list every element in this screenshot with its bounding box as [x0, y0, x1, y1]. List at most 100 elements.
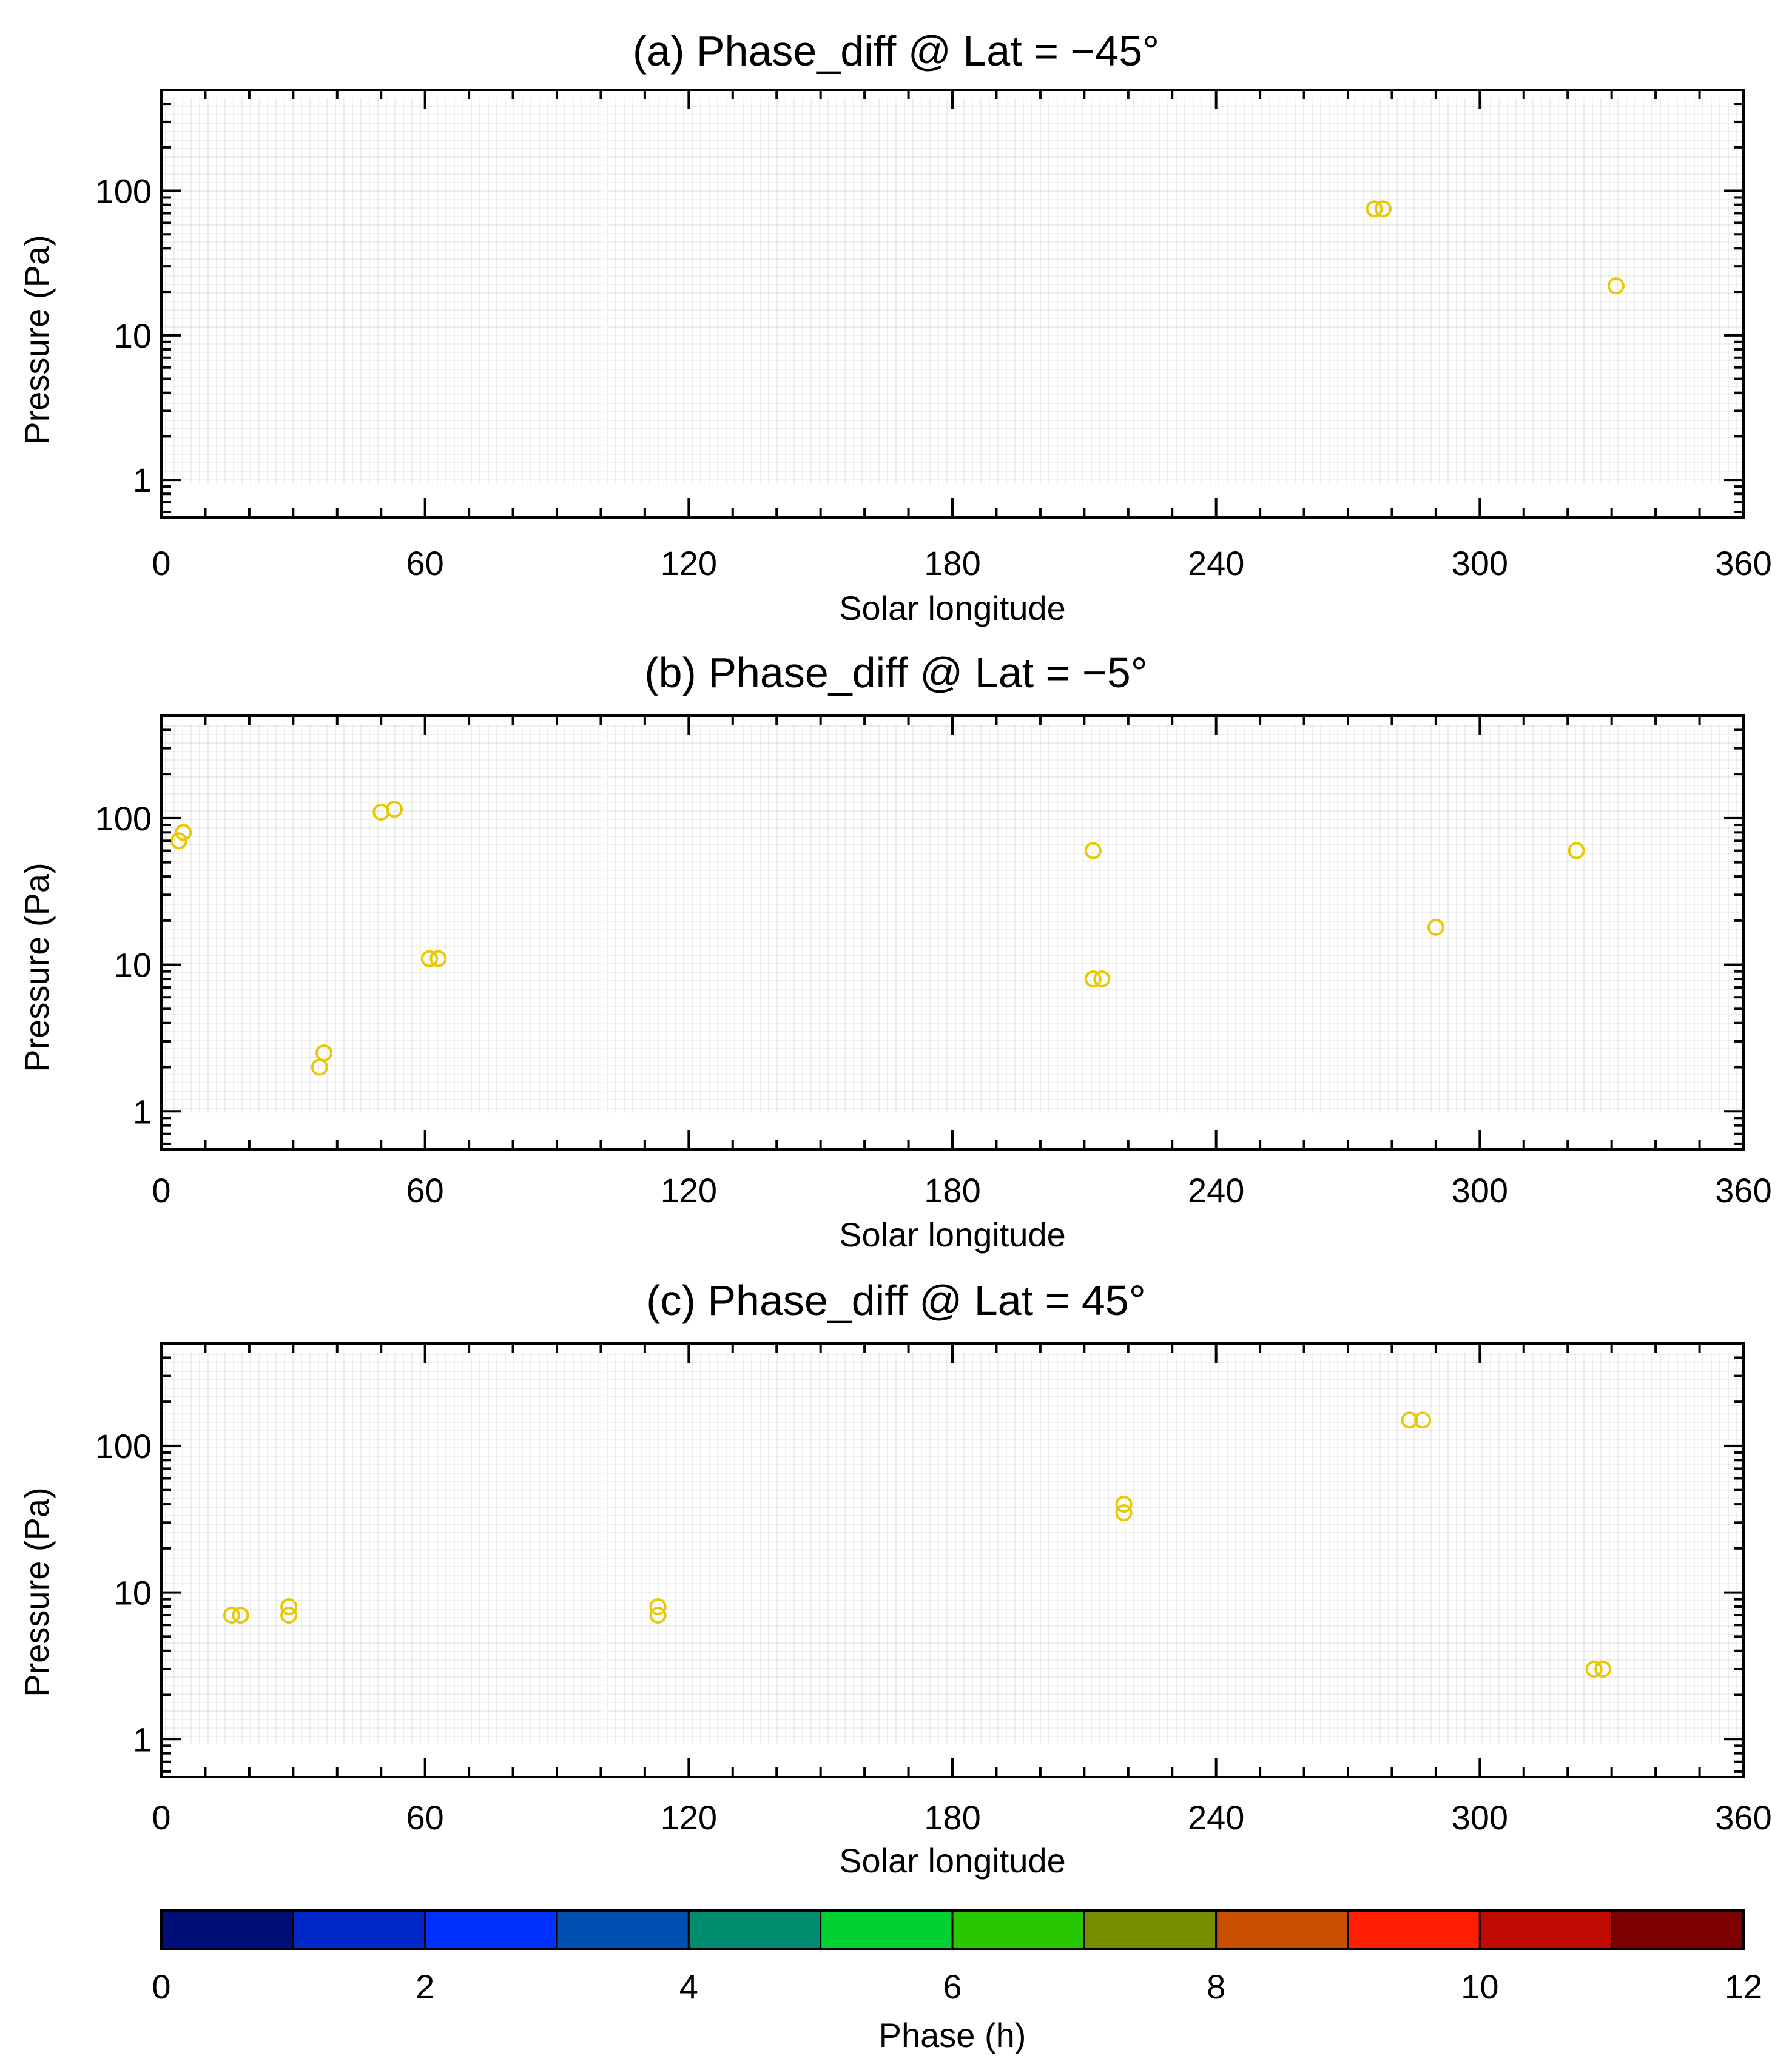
- panel-c-marker: [232, 1607, 249, 1624]
- panel-b-marker: [170, 832, 187, 850]
- panel-a-x-tick-label: 60: [406, 544, 444, 582]
- panel-c-plot-area: [161, 1343, 1743, 1744]
- panel-a-data-gap: [603, 90, 607, 484]
- colorbar-segments: [160, 1909, 1745, 1950]
- panel-c-x-tick-label: 360: [1715, 1798, 1771, 1837]
- colorbar-segment: [1478, 1909, 1613, 1950]
- colorbar-label: Phase (h): [879, 2016, 1026, 2054]
- panel-b-x-tick-label: 120: [661, 1171, 717, 1209]
- panel-b-y-tick-label: 10: [114, 946, 152, 984]
- panel-c-marker: [223, 1607, 240, 1624]
- panel-b: (b) Phase_diff @ Lat = −5° 0 60 120 180 240 3…: [18, 649, 1772, 1254]
- panel-a-x-tick-label: 300: [1452, 544, 1508, 582]
- panel-a-y-tick-label: 100: [95, 172, 152, 210]
- panel-b-x-tick-label: 240: [1188, 1171, 1244, 1209]
- colorbar-tick-label: 6: [943, 1968, 962, 2006]
- panel-c-x-tick-label: 0: [152, 1798, 170, 1837]
- panel-b-y-tick-label: 1: [133, 1092, 152, 1131]
- colorbar-segment: [820, 1909, 954, 1950]
- colorbar-tick-label: 10: [1461, 1968, 1498, 2006]
- panel-b-axes: 0 60 120 180 240 300 360 1 10 100: [95, 714, 1772, 1209]
- panel-b-texture: [161, 725, 1743, 1113]
- panel-c-marker: [1594, 1660, 1612, 1678]
- colorbar-segment: [160, 1909, 294, 1950]
- colorbar-segment: [1215, 1909, 1349, 1950]
- colorbar-segment: [1611, 1909, 1745, 1950]
- panel-b-marker: [1084, 970, 1102, 988]
- panel-a: (a) Phase_diff @ Lat = −45° 0 60 120 180 240…: [18, 27, 1772, 627]
- panel-c-x-tick-label: 180: [924, 1798, 980, 1837]
- colorbar-segment: [292, 1909, 426, 1950]
- panel-b-y-tick-label: 100: [95, 799, 152, 838]
- panel-b-marker: [1093, 970, 1111, 988]
- panel-c-xlabel: Solar longitude: [839, 1841, 1066, 1880]
- panel-a-x-tick-label: 240: [1188, 544, 1244, 582]
- panel-a-x-tick-label: 0: [152, 544, 170, 582]
- panel-c-marker: [280, 1607, 298, 1624]
- panel-a-marker: [1366, 200, 1383, 218]
- panel-c-axes: 0 60 120 180 240 300 360 1 10 100: [95, 1342, 1772, 1837]
- colorbar-tick-label: 4: [679, 1968, 698, 2006]
- colorbar-tick-label: 12: [1725, 1968, 1762, 2006]
- panel-a-marker: [1374, 200, 1392, 218]
- colorbar-tick-label: 0: [152, 1968, 170, 2006]
- colorbar-tick-label: 8: [1207, 1968, 1225, 2006]
- colorbar-segment: [687, 1909, 822, 1950]
- panel-c-data-gap: [603, 1343, 607, 1744]
- panel-c-y-tick-label: 1: [133, 1720, 152, 1758]
- panel-c-x-tick-label: 120: [661, 1798, 717, 1837]
- panel-b-marker: [385, 801, 403, 818]
- panel-a-texture: [161, 98, 1743, 484]
- colorbar-segment: [1083, 1909, 1218, 1950]
- colorbar-frame: [160, 1909, 1745, 1950]
- panel-c-marker: [649, 1607, 667, 1624]
- panel-a-title: (a) Phase_diff @ Lat = −45°: [633, 27, 1159, 75]
- panel-c-y-tick-label: 100: [95, 1427, 152, 1465]
- panel-c-marker: [649, 1598, 667, 1616]
- panel-a-x-tick-label: 360: [1715, 544, 1771, 582]
- panel-a-axes: 0 60 120 180 240 300 360 1 10 100: [95, 89, 1772, 582]
- panel-c-marker: [1585, 1660, 1603, 1678]
- panel-c-title: (c) Phase_diff @ Lat = 45°: [646, 1277, 1146, 1324]
- panel-b-x-tick-label: 360: [1715, 1171, 1771, 1209]
- panel-b-markers: [170, 801, 1585, 1076]
- panel-b-marker: [429, 950, 447, 967]
- panel-c-marker: [1414, 1411, 1432, 1429]
- panel-b-x-tick-label: 180: [924, 1171, 980, 1209]
- panel-a-markers: [1366, 200, 1625, 295]
- panel-b-x-tick-label: 60: [406, 1171, 444, 1209]
- panel-c-ylabel: Pressure (Pa): [18, 1487, 56, 1696]
- panel-b-marker: [1427, 918, 1444, 936]
- panel-b-data-gap: [603, 716, 607, 1113]
- panel-c-texture: [161, 1353, 1743, 1744]
- panel-a-x-tick-label: 180: [924, 544, 980, 582]
- panel-b-plot-area: [161, 716, 1743, 1113]
- panel-b-xlabel: Solar longitude: [839, 1215, 1066, 1254]
- panel-b-marker: [420, 950, 438, 967]
- panel-c-marker: [280, 1598, 298, 1616]
- panel-b-marker: [175, 824, 192, 841]
- colorbar: 0 2 4 6 8 10 12 Phase (h): [152, 1909, 1762, 2054]
- panel-a-y-tick-label: 1: [133, 461, 152, 499]
- panel-a-y-tick-label: 10: [114, 317, 152, 355]
- colorbar-segment: [556, 1909, 690, 1950]
- panel-c-marker: [1401, 1411, 1418, 1429]
- panel-c: (c) Phase_diff @ Lat = 45° 0 60 120 180 240 3…: [18, 1277, 1772, 1880]
- panel-b-marker: [1084, 842, 1102, 859]
- panel-c-markers: [223, 1411, 1612, 1678]
- colorbar-segment: [424, 1909, 558, 1950]
- colorbar-segment: [1347, 1909, 1481, 1950]
- colorbar-tick-label: 2: [416, 1968, 434, 2006]
- panel-b-x-tick-label: 0: [152, 1171, 170, 1209]
- panel-c-y-tick-label: 10: [114, 1574, 152, 1612]
- panel-c-x-tick-label: 60: [406, 1798, 444, 1837]
- panel-c-x-tick-label: 300: [1452, 1798, 1508, 1837]
- panel-c-marker: [1115, 1496, 1133, 1513]
- panel-b-marker: [315, 1044, 333, 1062]
- panel-b-x-tick-label: 300: [1452, 1171, 1508, 1209]
- colorbar-ticks: 0 2 4 6 8 10 12: [152, 1968, 1762, 2006]
- panel-c-marker: [1115, 1504, 1133, 1522]
- panel-a-x-tick-label: 120: [661, 544, 717, 582]
- panel-b-title: (b) Phase_diff @ Lat = −5°: [644, 649, 1147, 696]
